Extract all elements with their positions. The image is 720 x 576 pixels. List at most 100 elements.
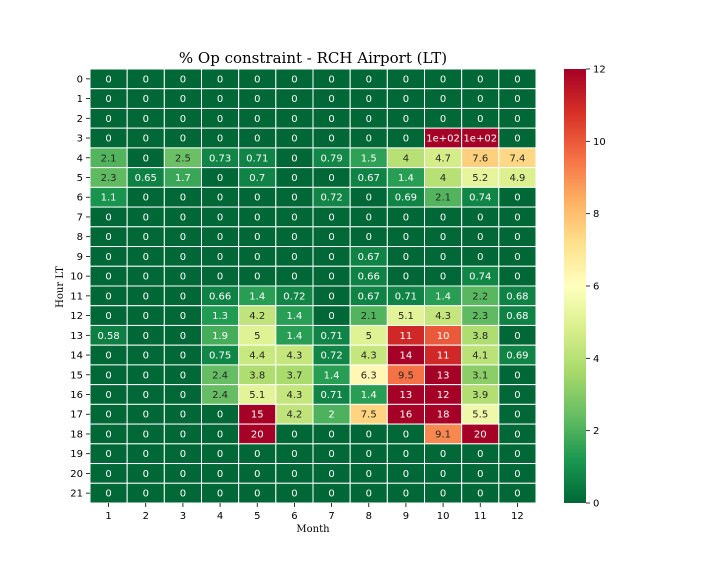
cell-value-label: 0 — [180, 212, 186, 223]
cell-value-label: 0 — [291, 173, 297, 184]
cell-value-label: 0 — [217, 212, 223, 223]
cell-value-label: 0.68 — [506, 291, 528, 302]
cell-value-label: 3.8 — [472, 331, 488, 342]
cell-value-label: 0 — [180, 489, 186, 500]
cell-value-label: 0.74 — [469, 272, 491, 283]
x-tick-label: 5 — [254, 511, 260, 522]
y-tick-label: 7 — [77, 212, 83, 223]
y-tick-label: 12 — [70, 311, 83, 322]
cell-value-label: 0 — [514, 74, 520, 85]
cell-value-label: 0 — [440, 252, 446, 263]
cell-value-label: 0 — [143, 74, 149, 85]
cell-value-label: 0 — [180, 331, 186, 342]
cell-value-label: 0.69 — [395, 193, 417, 204]
cell-value-label: 0 — [180, 469, 186, 480]
cell-value-label: 0 — [440, 212, 446, 223]
y-tick-label: 0 — [77, 74, 83, 85]
cell-value-label: 0.72 — [320, 351, 342, 362]
cell-value-label: 1.4 — [286, 331, 302, 342]
cell-value-label: 0 — [477, 449, 483, 460]
cell-value-label: 0 — [143, 449, 149, 460]
cell-value-label: 2.4 — [212, 390, 228, 401]
cell-value-label: 0 — [143, 489, 149, 500]
cell-value-label: 1.1 — [101, 193, 117, 204]
cell-value-label: 5 — [366, 331, 372, 342]
cell-value-label: 0 — [366, 449, 372, 460]
cell-value-label: 1.3 — [212, 311, 228, 322]
cell-value-label: 1.4 — [435, 291, 451, 302]
cell-value-label: 0 — [217, 429, 223, 440]
y-tick-label: 14 — [70, 351, 83, 362]
colorbar-tick-label: 8 — [593, 209, 599, 220]
x-tick-label: 4 — [217, 511, 223, 522]
cell-value-label: 0 — [180, 114, 186, 125]
cell-value-label: 0 — [180, 291, 186, 302]
cell-value-label: 0 — [291, 153, 297, 164]
cell-value-label: 12 — [437, 390, 450, 401]
x-tick-label: 10 — [437, 511, 450, 522]
cell-value-label: 0 — [217, 114, 223, 125]
cell-value-label: 0 — [328, 232, 334, 243]
cell-value-label: 0 — [105, 429, 111, 440]
cell-value-label: 18 — [437, 410, 450, 421]
chart-title: % Op constraint - RCH Airport (LT) — [179, 49, 447, 67]
cell-value-label: 13 — [400, 390, 413, 401]
cell-value-label: 0 — [105, 410, 111, 421]
cell-value-label: 4 — [403, 153, 409, 164]
cell-value-label: 2.2 — [472, 291, 488, 302]
cell-value-label: 0 — [440, 232, 446, 243]
cell-value-label: 0 — [403, 429, 409, 440]
y-tick-label: 16 — [70, 390, 83, 401]
x-tick-label: 6 — [291, 511, 297, 522]
cell-value-label: 0 — [105, 74, 111, 85]
cell-value-label: 5.5 — [472, 410, 488, 421]
colorbar-ticks: 0 2 4 6 8 10 12 — [586, 65, 606, 510]
x-tick-label: 2 — [143, 511, 149, 522]
cell-value-label: 7.5 — [361, 410, 377, 421]
cell-value-label: 0 — [403, 449, 409, 460]
colorbar-tick-label: 6 — [593, 282, 599, 293]
cell-value-label: 0 — [291, 469, 297, 480]
cell-value-label: 3.7 — [286, 370, 302, 381]
cell-value-label: 5.2 — [472, 173, 488, 184]
y-tick-label: 17 — [70, 410, 83, 421]
cell-value-label: 0 — [477, 489, 483, 500]
cell-value-label: 0 — [254, 449, 260, 460]
cell-value-label: 0.74 — [469, 193, 491, 204]
cell-value-label: 0.71 — [320, 390, 342, 401]
cell-value-label: 4.1 — [472, 351, 488, 362]
cell-value-label: 0.67 — [358, 252, 380, 263]
cell-value-label: 0 — [291, 449, 297, 460]
cell-value-label: 0 — [143, 232, 149, 243]
cell-value-label: 0 — [514, 331, 520, 342]
cell-value-label: 0 — [143, 291, 149, 302]
y-tick-label: 4 — [77, 153, 83, 164]
cell-value-label: 0 — [254, 134, 260, 145]
colorbar — [564, 69, 586, 503]
cell-value-label: 9.5 — [398, 370, 414, 381]
cell-value-label: 0 — [477, 232, 483, 243]
cell-value-label: 0 — [477, 74, 483, 85]
cell-value-label: 0 — [254, 74, 260, 85]
cell-value-label: 1.4 — [324, 370, 340, 381]
cell-value-label: 2.1 — [435, 193, 451, 204]
cell-value-label: 0 — [105, 311, 111, 322]
x-tick-label: 3 — [180, 511, 186, 522]
colorbar-tick-label: 0 — [593, 499, 599, 510]
cell-value-label: 0 — [217, 410, 223, 421]
cell-value-label: 0.68 — [506, 311, 528, 322]
cell-value-label: 13 — [437, 370, 450, 381]
cell-value-label: 0 — [366, 134, 372, 145]
cell-value-label: 1.5 — [361, 153, 377, 164]
cell-value-label: 0 — [254, 114, 260, 125]
cell-value-label: 0 — [514, 390, 520, 401]
x-tick-label: 7 — [328, 511, 334, 522]
cell-value-label: 0 — [514, 370, 520, 381]
cell-value-label: 0 — [105, 469, 111, 480]
y-tick-label: 11 — [70, 291, 83, 302]
cell-value-label: 0.66 — [209, 291, 231, 302]
x-axis-label: Month — [296, 524, 330, 535]
cell-value-label: 0 — [105, 232, 111, 243]
cell-value-label: 0 — [217, 449, 223, 460]
y-axis-label: Hour LT — [55, 266, 66, 308]
